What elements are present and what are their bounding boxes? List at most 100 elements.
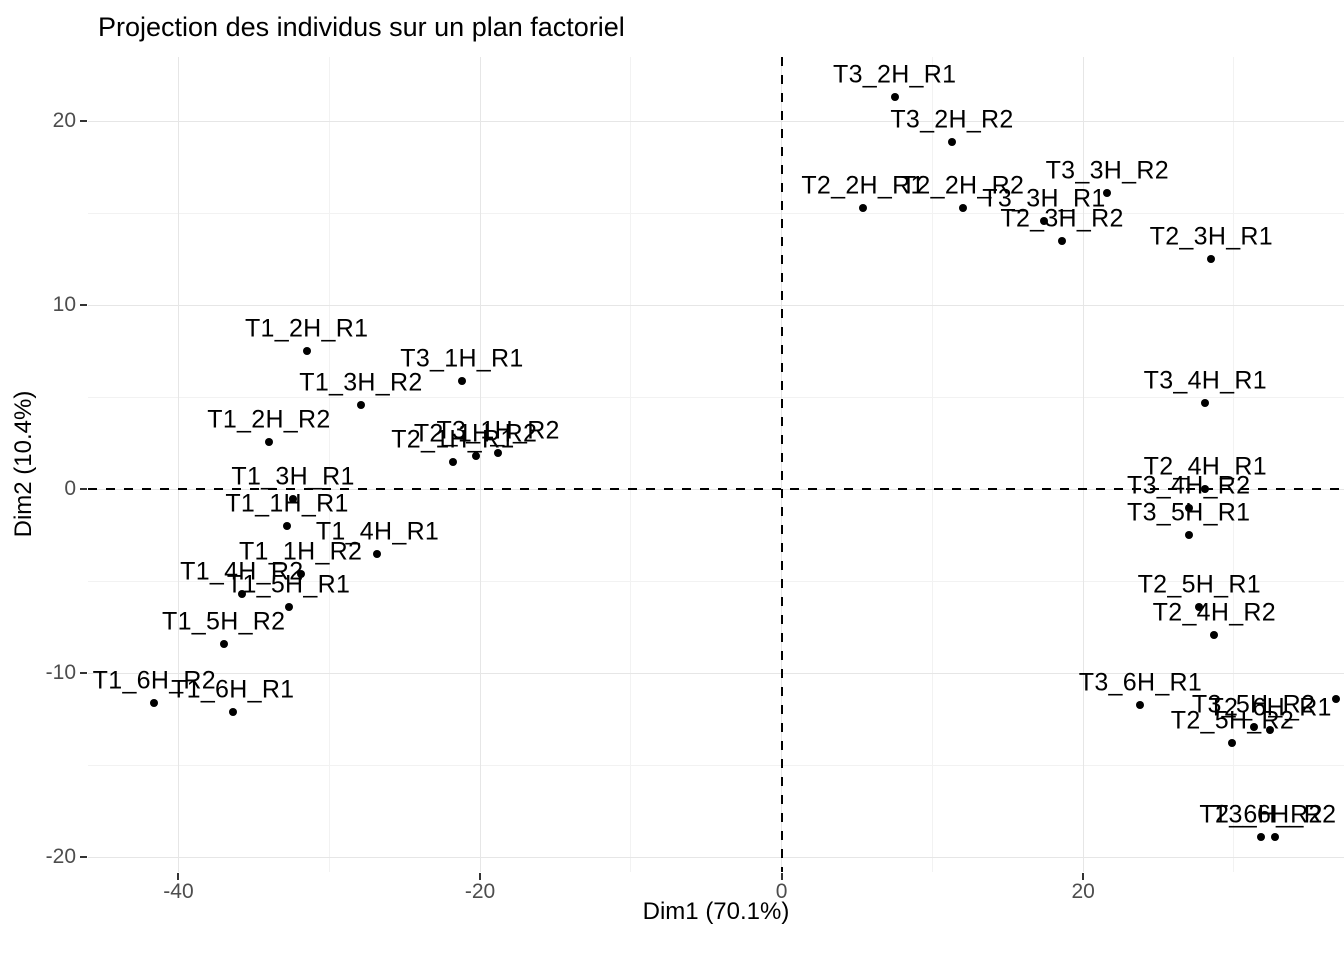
data-point <box>1207 255 1216 264</box>
data-point <box>373 549 382 558</box>
point-label: T3_6H_R1 <box>1078 668 1203 697</box>
data-point <box>228 707 237 716</box>
point-label: T1_1H_R1 <box>225 489 349 518</box>
point-label: T3_1H_R1 <box>400 344 524 373</box>
y-tick-mark <box>80 120 87 123</box>
point-label: T1_5H_R1 <box>226 570 351 599</box>
y-axis-title: Dim2 (10.4%) <box>10 390 37 538</box>
gridline-x-major <box>1082 57 1084 872</box>
point-label: T1_3H_R1 <box>231 462 355 491</box>
gridline-y-major <box>88 304 1344 306</box>
y-tick-mark <box>80 672 87 675</box>
point-label: T3_2H_R2 <box>890 105 1014 134</box>
point-label: T2_3H_R2 <box>1000 204 1124 233</box>
point-label: T3_3H_R1 <box>982 184 1106 213</box>
point-label: T2_2H_R2 <box>900 171 1025 200</box>
data-point <box>150 698 159 707</box>
data-point <box>958 203 967 212</box>
y-tick-label: 10 <box>52 293 76 317</box>
point-label: T1_6H_R1 <box>171 675 295 704</box>
data-point <box>356 400 365 409</box>
data-point <box>302 347 311 356</box>
x-tick-label: -20 <box>464 880 496 903</box>
point-label: T2_3H_R1 <box>1149 222 1273 251</box>
x-axis-title: Dim1 (70.1%) <box>642 898 790 925</box>
gridline-x-major <box>479 57 481 872</box>
data-point <box>1210 630 1219 639</box>
data-point <box>471 452 480 461</box>
data-point <box>296 569 305 578</box>
data-point <box>947 137 956 146</box>
zero-line-horizontal <box>88 488 1344 491</box>
x-tick-mark <box>780 873 783 880</box>
data-point <box>289 494 298 503</box>
zero-line-vertical <box>780 57 783 872</box>
data-point <box>1201 398 1210 407</box>
data-point <box>1257 833 1266 842</box>
data-point <box>284 603 293 612</box>
point-label: T2_6H_R2 <box>1199 800 1323 829</box>
data-point <box>1201 485 1210 494</box>
gridline-y-minor <box>88 764 1344 766</box>
chart-title: Projection des individus sur un plan fac… <box>98 12 625 42</box>
gridline-y-major <box>88 856 1344 858</box>
point-label: T2_4H_R2 <box>1152 598 1276 627</box>
data-point <box>1249 722 1258 731</box>
x-tick-mark <box>177 873 180 880</box>
point-label: T1_2H_R1 <box>244 314 369 343</box>
data-point <box>1195 603 1204 612</box>
data-point <box>237 590 246 599</box>
x-tick-mark <box>479 873 482 880</box>
gridline-x-minor <box>630 57 632 872</box>
point-label: T3_6H_R2 <box>1212 800 1337 829</box>
gridline-y-minor <box>88 212 1344 214</box>
gridline-y-minor <box>88 580 1344 582</box>
gridline-x-major <box>177 57 179 872</box>
point-label: T1_5H_R2 <box>162 607 286 636</box>
y-tick-label: -20 <box>45 845 76 869</box>
y-tick-mark <box>80 856 87 859</box>
gridline-y-major <box>88 120 1344 122</box>
point-label: T2_5H_R1 <box>1137 570 1261 599</box>
point-label: T1_1H_R2 <box>238 537 363 566</box>
data-point <box>494 448 503 457</box>
data-point <box>219 639 228 648</box>
data-point-unlabeled <box>1332 695 1341 704</box>
point-label: T3_4H_R2 <box>1127 471 1251 500</box>
point-label: T3_3H_R2 <box>1045 156 1169 185</box>
data-point <box>448 457 457 466</box>
data-point <box>264 437 273 446</box>
y-tick-mark <box>80 488 87 491</box>
point-label: T2_1H_R2 <box>413 419 538 448</box>
x-tick-label: 0 <box>775 880 788 903</box>
data-point <box>1184 531 1193 540</box>
data-point <box>283 522 292 531</box>
point-label: T3_4H_R1 <box>1143 366 1267 395</box>
data-point <box>859 203 867 212</box>
gridline-x-minor <box>931 57 933 872</box>
x-tick-mark <box>1082 873 1085 880</box>
x-tick-label: -40 <box>163 880 194 903</box>
point-label: T1_6H_R2 <box>92 666 216 695</box>
y-tick-label: -10 <box>45 661 76 685</box>
y-tick-label: 0 <box>64 477 76 501</box>
point-label: T3_2H_R1 <box>833 60 957 89</box>
gridline-y-major <box>88 672 1344 674</box>
data-point <box>1228 739 1237 748</box>
gridline-x-minor <box>1233 57 1235 872</box>
point-label: T2_1H_R1 <box>391 425 515 454</box>
y-tick-mark <box>80 304 87 307</box>
point-label: T1_4H_R1 <box>315 517 440 546</box>
point-label: T3_1H_R2 <box>436 416 560 445</box>
data-point <box>1136 700 1145 709</box>
data-point <box>890 93 899 102</box>
data-point <box>457 376 466 385</box>
data-point <box>1266 726 1275 735</box>
data-point <box>1039 216 1048 225</box>
point-label: T1_4H_R2 <box>180 557 304 586</box>
gridline-x-minor <box>328 57 330 872</box>
point-label: T2_4H_R1 <box>1143 452 1267 481</box>
point-label: T2_6H_R1 <box>1208 693 1332 722</box>
point-label: T2_2H_R1 <box>801 171 925 200</box>
